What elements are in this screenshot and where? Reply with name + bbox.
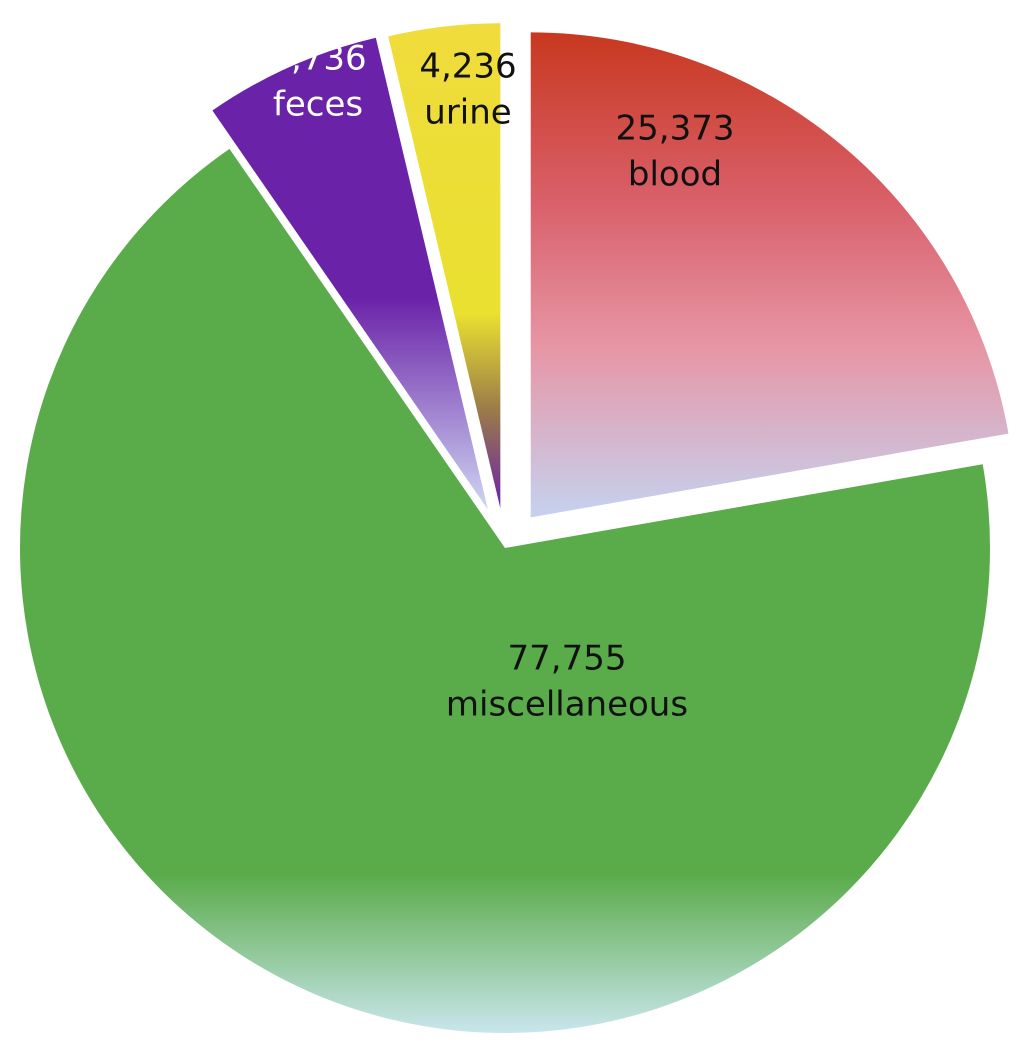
slice-label: blood: [628, 155, 722, 195]
pie-slice: [388, 23, 501, 509]
pie-slice: [530, 32, 1009, 518]
value-label: 4,236: [419, 47, 516, 87]
slice-label: feces: [273, 85, 363, 125]
slice-label: urine: [424, 93, 511, 133]
pie-slice: [20, 148, 991, 1033]
value-label: 25,373: [616, 109, 735, 149]
pie-slice: [212, 37, 488, 510]
slice-label: miscellaneous: [446, 685, 688, 725]
value-label: 6,736: [269, 39, 366, 79]
value-label: 77,755: [508, 639, 627, 679]
